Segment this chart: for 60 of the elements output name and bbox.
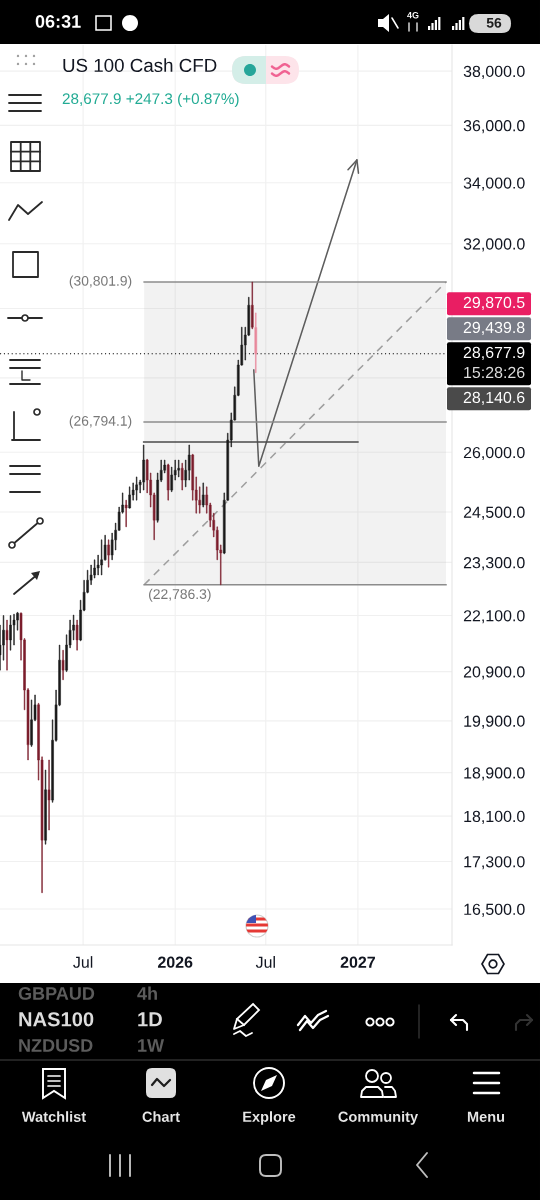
candlestick xyxy=(9,615,12,651)
ref-line-label: 28,677.9 xyxy=(463,346,525,360)
candlestick xyxy=(75,619,79,651)
text: 06:31 xyxy=(35,15,81,28)
text: 1W xyxy=(138,1039,165,1052)
text: 28,140.6 xyxy=(463,391,525,405)
x-tick-label: Jul xyxy=(73,956,93,968)
candlestick xyxy=(128,486,131,509)
x-tick-label: 2026 xyxy=(157,956,193,968)
text: Menu xyxy=(467,1111,505,1122)
candlestick xyxy=(142,444,145,491)
y-tick-label: 18,900.0 xyxy=(464,767,525,781)
candlestick xyxy=(100,539,103,576)
x-tick-label: 2027 xyxy=(340,956,375,968)
y-tick-label: 19,900.0 xyxy=(464,715,525,729)
text: 4h xyxy=(137,986,157,1000)
text: GBPAUD xyxy=(18,987,95,1000)
candlestick xyxy=(44,769,47,845)
text: Explore xyxy=(243,1111,296,1125)
text: Community xyxy=(338,1111,419,1125)
candlestick xyxy=(180,462,184,491)
series-label: (26,794.1) xyxy=(69,415,132,429)
candlestick xyxy=(166,463,170,501)
text: 1D xyxy=(138,1012,162,1027)
series-label: (22,786.3) xyxy=(149,588,211,602)
y-tick-label: 20,900.0 xyxy=(463,666,525,680)
text: 29,870.5 xyxy=(463,296,525,310)
candlestick xyxy=(61,649,65,681)
y-tick-label: 17,300.0 xyxy=(464,856,525,870)
candlestick xyxy=(177,459,180,478)
y-tick-label: 32,000.0 xyxy=(463,238,525,252)
text: 28,677.9 +247.3 (+0.87%) xyxy=(62,92,239,108)
series-label: (30,801.9) xyxy=(69,275,132,289)
candlestick xyxy=(47,759,51,831)
text: Chart xyxy=(142,1111,180,1122)
candlestick xyxy=(201,482,205,508)
text: NAS100 xyxy=(19,1012,94,1027)
candlestick xyxy=(135,476,138,501)
text: 56 xyxy=(486,17,502,28)
y-tick-label: 38,000.0 xyxy=(463,65,525,79)
y-tick-label: 18,100.0 xyxy=(464,810,525,824)
y-tick-label: 22,100.0 xyxy=(463,610,525,624)
candlestick xyxy=(251,281,254,330)
text: Watchlist xyxy=(21,1111,86,1122)
y-tick-label: 16,500.0 xyxy=(464,903,525,917)
y-tick-label: 36,000.0 xyxy=(463,120,525,134)
candlestick xyxy=(5,619,9,671)
candlestick xyxy=(107,539,110,568)
candlestick xyxy=(254,312,258,374)
text: US 100 Cash CFD xyxy=(63,58,217,73)
text: 29,439.8 xyxy=(463,321,525,335)
text: NZDUSD xyxy=(19,1039,93,1052)
y-tick-label: 34,000.0 xyxy=(463,177,525,191)
y-tick-label: 26,000.0 xyxy=(463,446,525,461)
x-tick-label: Jul xyxy=(255,956,275,968)
text: 4G xyxy=(407,12,419,19)
candlestick xyxy=(124,499,128,528)
text: 15:28:26 xyxy=(464,366,525,379)
y-tick-label: 24,500.0 xyxy=(463,506,525,520)
y-tick-label: 23,300.0 xyxy=(463,557,525,571)
